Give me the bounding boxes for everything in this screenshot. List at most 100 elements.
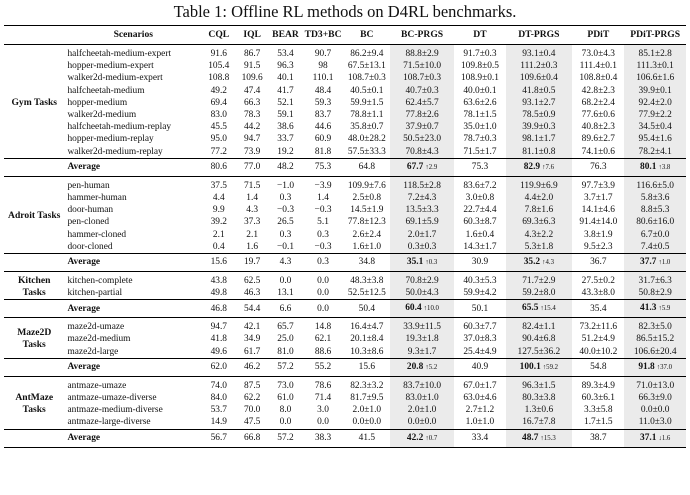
cell-dtprgs: 7.8±1.6 — [505, 204, 573, 217]
cell-dtprgs: 69.3±6.3 — [505, 216, 573, 229]
table-row: halfcheetah-medium-replay 45.5 44.2 38.6 44.… — [4, 121, 686, 134]
cell-dt: 60.3±7.7 — [463, 322, 497, 333]
cell-pdit: 111.4±0.1 — [579, 61, 617, 72]
cell-dt: 37.0±8.3 — [463, 334, 497, 345]
cell-cql: 4.4 — [212, 192, 225, 203]
average-cql: 56.7 — [202, 428, 236, 447]
cell-pditprgs: 111.3±0.1 — [624, 60, 686, 73]
cell-bear: 38.6 — [277, 122, 294, 133]
cell-bc: 57.5±33.3 — [347, 146, 386, 157]
cell-bear: 53.4 — [277, 49, 294, 60]
cell-bcprgs: 118.5±2.8 — [389, 176, 455, 192]
group-label: AntMaze Tasks — [15, 392, 54, 416]
cell-bcprgs: 13.5±3.3 — [389, 204, 455, 217]
improvement-delta: ↑3.8 — [658, 163, 671, 171]
cell-dt: 78.1±1.5 — [463, 110, 497, 121]
cell-dtprgs: 41.8±0.5 — [505, 84, 573, 97]
cell-bcprgs: 9.3±1.7 — [389, 345, 455, 359]
scenario-name: maze2d-umaze — [67, 322, 125, 333]
cell-iql: 73.9 — [243, 146, 261, 157]
header-dt: DT — [473, 29, 487, 40]
average-dtprgs: 48.7 ↑15.3 — [505, 428, 573, 447]
cell-bcprgs: 83.0±1.0 — [389, 391, 455, 405]
cell-bc: 2.5±0.8 — [352, 192, 382, 203]
cell-dt: 63.0±4.6 — [463, 393, 497, 404]
average-pditprgs: 37.1 ↓1.6 — [624, 428, 686, 447]
average-iql: 66.8 — [235, 428, 269, 447]
cell-dtprgs: 93.1±2.7 — [505, 96, 573, 109]
cell-pditprgs: 11.0±3.0 — [624, 416, 686, 429]
average-pditprgs: 37.7 ↑1.0 — [624, 252, 686, 272]
average-td3bc: 38.3 — [302, 428, 344, 447]
cell-pdit: 89.3±4.9 — [581, 380, 615, 391]
cell-bc: 86.2±9.4 — [350, 49, 384, 60]
cell-pditprgs: 78.2±4.1 — [624, 145, 686, 159]
cell-iql: 4.3 — [246, 205, 258, 216]
average-value: 42.2 — [406, 432, 424, 443]
scenario-name: door-human — [67, 205, 114, 216]
cell-bear: 59.1 — [277, 110, 294, 121]
cell-dt: 71.5±1.7 — [463, 146, 497, 157]
cell-bcprgs: 50.5±23.0 — [389, 133, 455, 146]
table-row: maze2d-medium 41.8 34.9 25.0 62.1 20.1±8.4 19.… — [4, 333, 686, 346]
average-td3bc: 55.2 — [302, 357, 344, 377]
table-row: antmaze-large-diverse 14.9 47.5 0.0 0.0 0.0±0… — [4, 416, 686, 429]
cell-td3bc: 0.0 — [317, 275, 329, 286]
cell-pditprgs: 106.6±20.4 — [624, 345, 686, 359]
table-row: Adroit Tasks pen-human 37.5 71.5 −1.0 −3.9 109… — [4, 176, 686, 221]
average-cql: 15.6 — [202, 252, 236, 272]
cell-pditprgs: 7.4±0.5 — [624, 240, 686, 254]
cell-bc: 10.3±8.6 — [350, 346, 384, 357]
cell-dtprgs: 5.3±1.8 — [505, 240, 573, 254]
cell-iql: 87.5 — [243, 380, 261, 391]
cell-bear: 25.0 — [277, 334, 294, 345]
cell-td3bc: 1.4 — [317, 192, 329, 203]
cell-bcprgs: 83.7±10.0 — [389, 376, 455, 392]
cell-bcprgs: 71.5±10.0 — [389, 60, 455, 73]
cell-pditprgs: 66.3±9.0 — [624, 391, 686, 405]
cell-iql: 70.0 — [243, 405, 261, 416]
average-value: 20.8 — [406, 361, 424, 372]
cell-iql: 62.2 — [243, 393, 261, 404]
cell-td3bc: −0.3 — [314, 241, 332, 252]
cell-iql: 46.3 — [243, 288, 261, 299]
group-label: Adroit Tasks — [8, 210, 61, 222]
average-td3bc: 75.3 — [302, 157, 344, 177]
cell-iql: 94.7 — [243, 134, 261, 145]
cell-bcprgs: 108.7±0.3 — [389, 72, 455, 85]
average-bcprgs: 67.7 ↑2.9 — [389, 157, 455, 177]
cell-pditprgs: 85.1±2.8 — [624, 44, 686, 61]
results-table: Scenarios CQL IQL BEAR TD3+BC BC BC-PRGS… — [4, 25, 686, 448]
scenario-name: maze2d-medium — [67, 334, 131, 345]
cell-td3bc: 78.6 — [314, 380, 332, 391]
cell-td3bc: 14.8 — [314, 322, 332, 333]
average-row: Average 15.6 19.7 4.3 0.3 34.8 35.1 ↑0.3 30.9 35.… — [4, 252, 686, 272]
cell-bear: 8.0 — [279, 405, 292, 416]
cell-pditprgs: 8.8±5.3 — [624, 204, 686, 217]
average-row: Average 80.6 77.0 48.2 75.3 64.8 67.7 ↑2.9 75.3 8… — [4, 157, 686, 177]
average-row: Average 46.8 54.4 6.6 0.0 50.4 60.4 ↑10.0 50.1 65… — [4, 299, 686, 318]
cell-pdit: 97.7±3.9 — [581, 180, 615, 191]
cell-td3bc: 88.6 — [314, 346, 332, 357]
cell-pditprgs: 106.6±1.6 — [624, 72, 686, 85]
cell-bc: 1.6±1.0 — [352, 241, 382, 252]
cell-bcprgs: 7.2±4.3 — [389, 191, 455, 205]
cell-cql: 91.6 — [210, 49, 227, 60]
cell-bcprgs: 70.8±4.3 — [389, 145, 455, 159]
header-cql: CQL — [208, 29, 230, 40]
improvement-delta: ↑37.0 — [656, 363, 673, 371]
cell-bcprgs: 77.8±2.6 — [389, 108, 455, 122]
cell-bc: 0.0±0.0 — [352, 417, 382, 428]
average-value: 100.1 — [519, 361, 541, 372]
table-row: kitchen-partial 49.8 46.3 13.1 0.0 52.5±12.5 5… — [4, 287, 686, 300]
cell-cql: 49.2 — [210, 85, 227, 96]
cell-bc: 2.0±1.0 — [352, 405, 382, 416]
average-bear: 4.3 — [268, 252, 303, 272]
cell-dt: 40.0±0.1 — [463, 85, 497, 96]
cell-bc: 48.3±3.8 — [350, 275, 384, 286]
cell-bear: 41.7 — [277, 85, 294, 96]
cell-pdit: 43.3±8.0 — [581, 288, 615, 299]
cell-bcprgs: 88.8±2.9 — [389, 44, 455, 61]
improvement-delta: ↑10.0 — [423, 305, 439, 313]
cell-cql: 41.8 — [210, 334, 227, 345]
